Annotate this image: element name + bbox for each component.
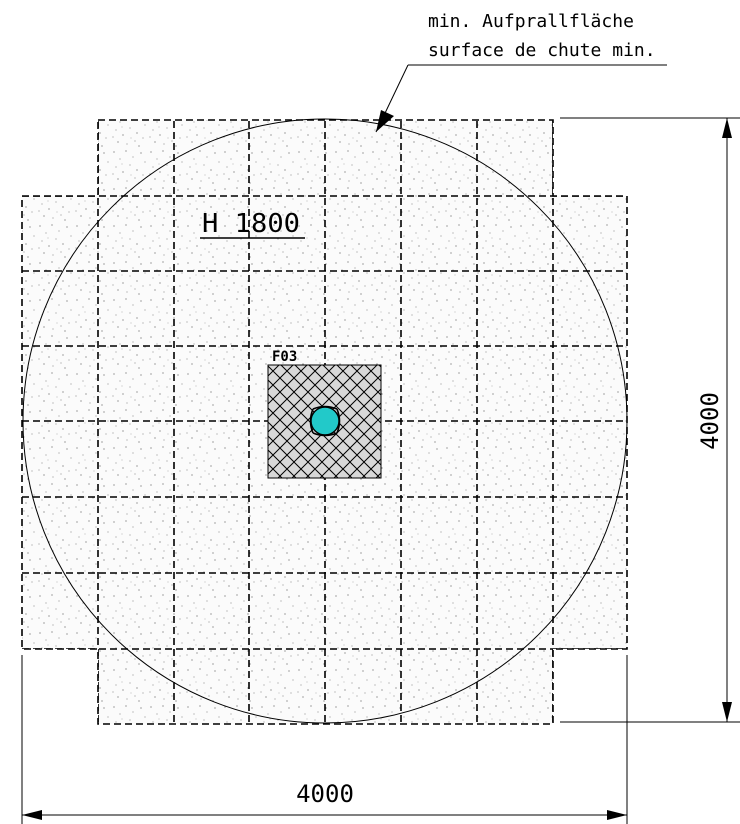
callout-text-de: min. Aufprallfläche	[428, 11, 634, 32]
vertical-dimension	[560, 117, 740, 723]
horizontal-dimension	[21, 655, 628, 824]
impact-area-circle	[22, 118, 628, 724]
callout-text-fr: surface de chute min.	[428, 40, 656, 61]
fall-height-label: H 1800	[202, 209, 300, 239]
post-marker	[309, 405, 341, 437]
vertical-dimension-label: 4000	[696, 392, 724, 450]
footing-label: F03	[272, 349, 297, 365]
horizontal-dimension-label: 4000	[296, 780, 354, 808]
callout-leader	[375, 64, 667, 133]
footing-f03	[267, 364, 382, 479]
